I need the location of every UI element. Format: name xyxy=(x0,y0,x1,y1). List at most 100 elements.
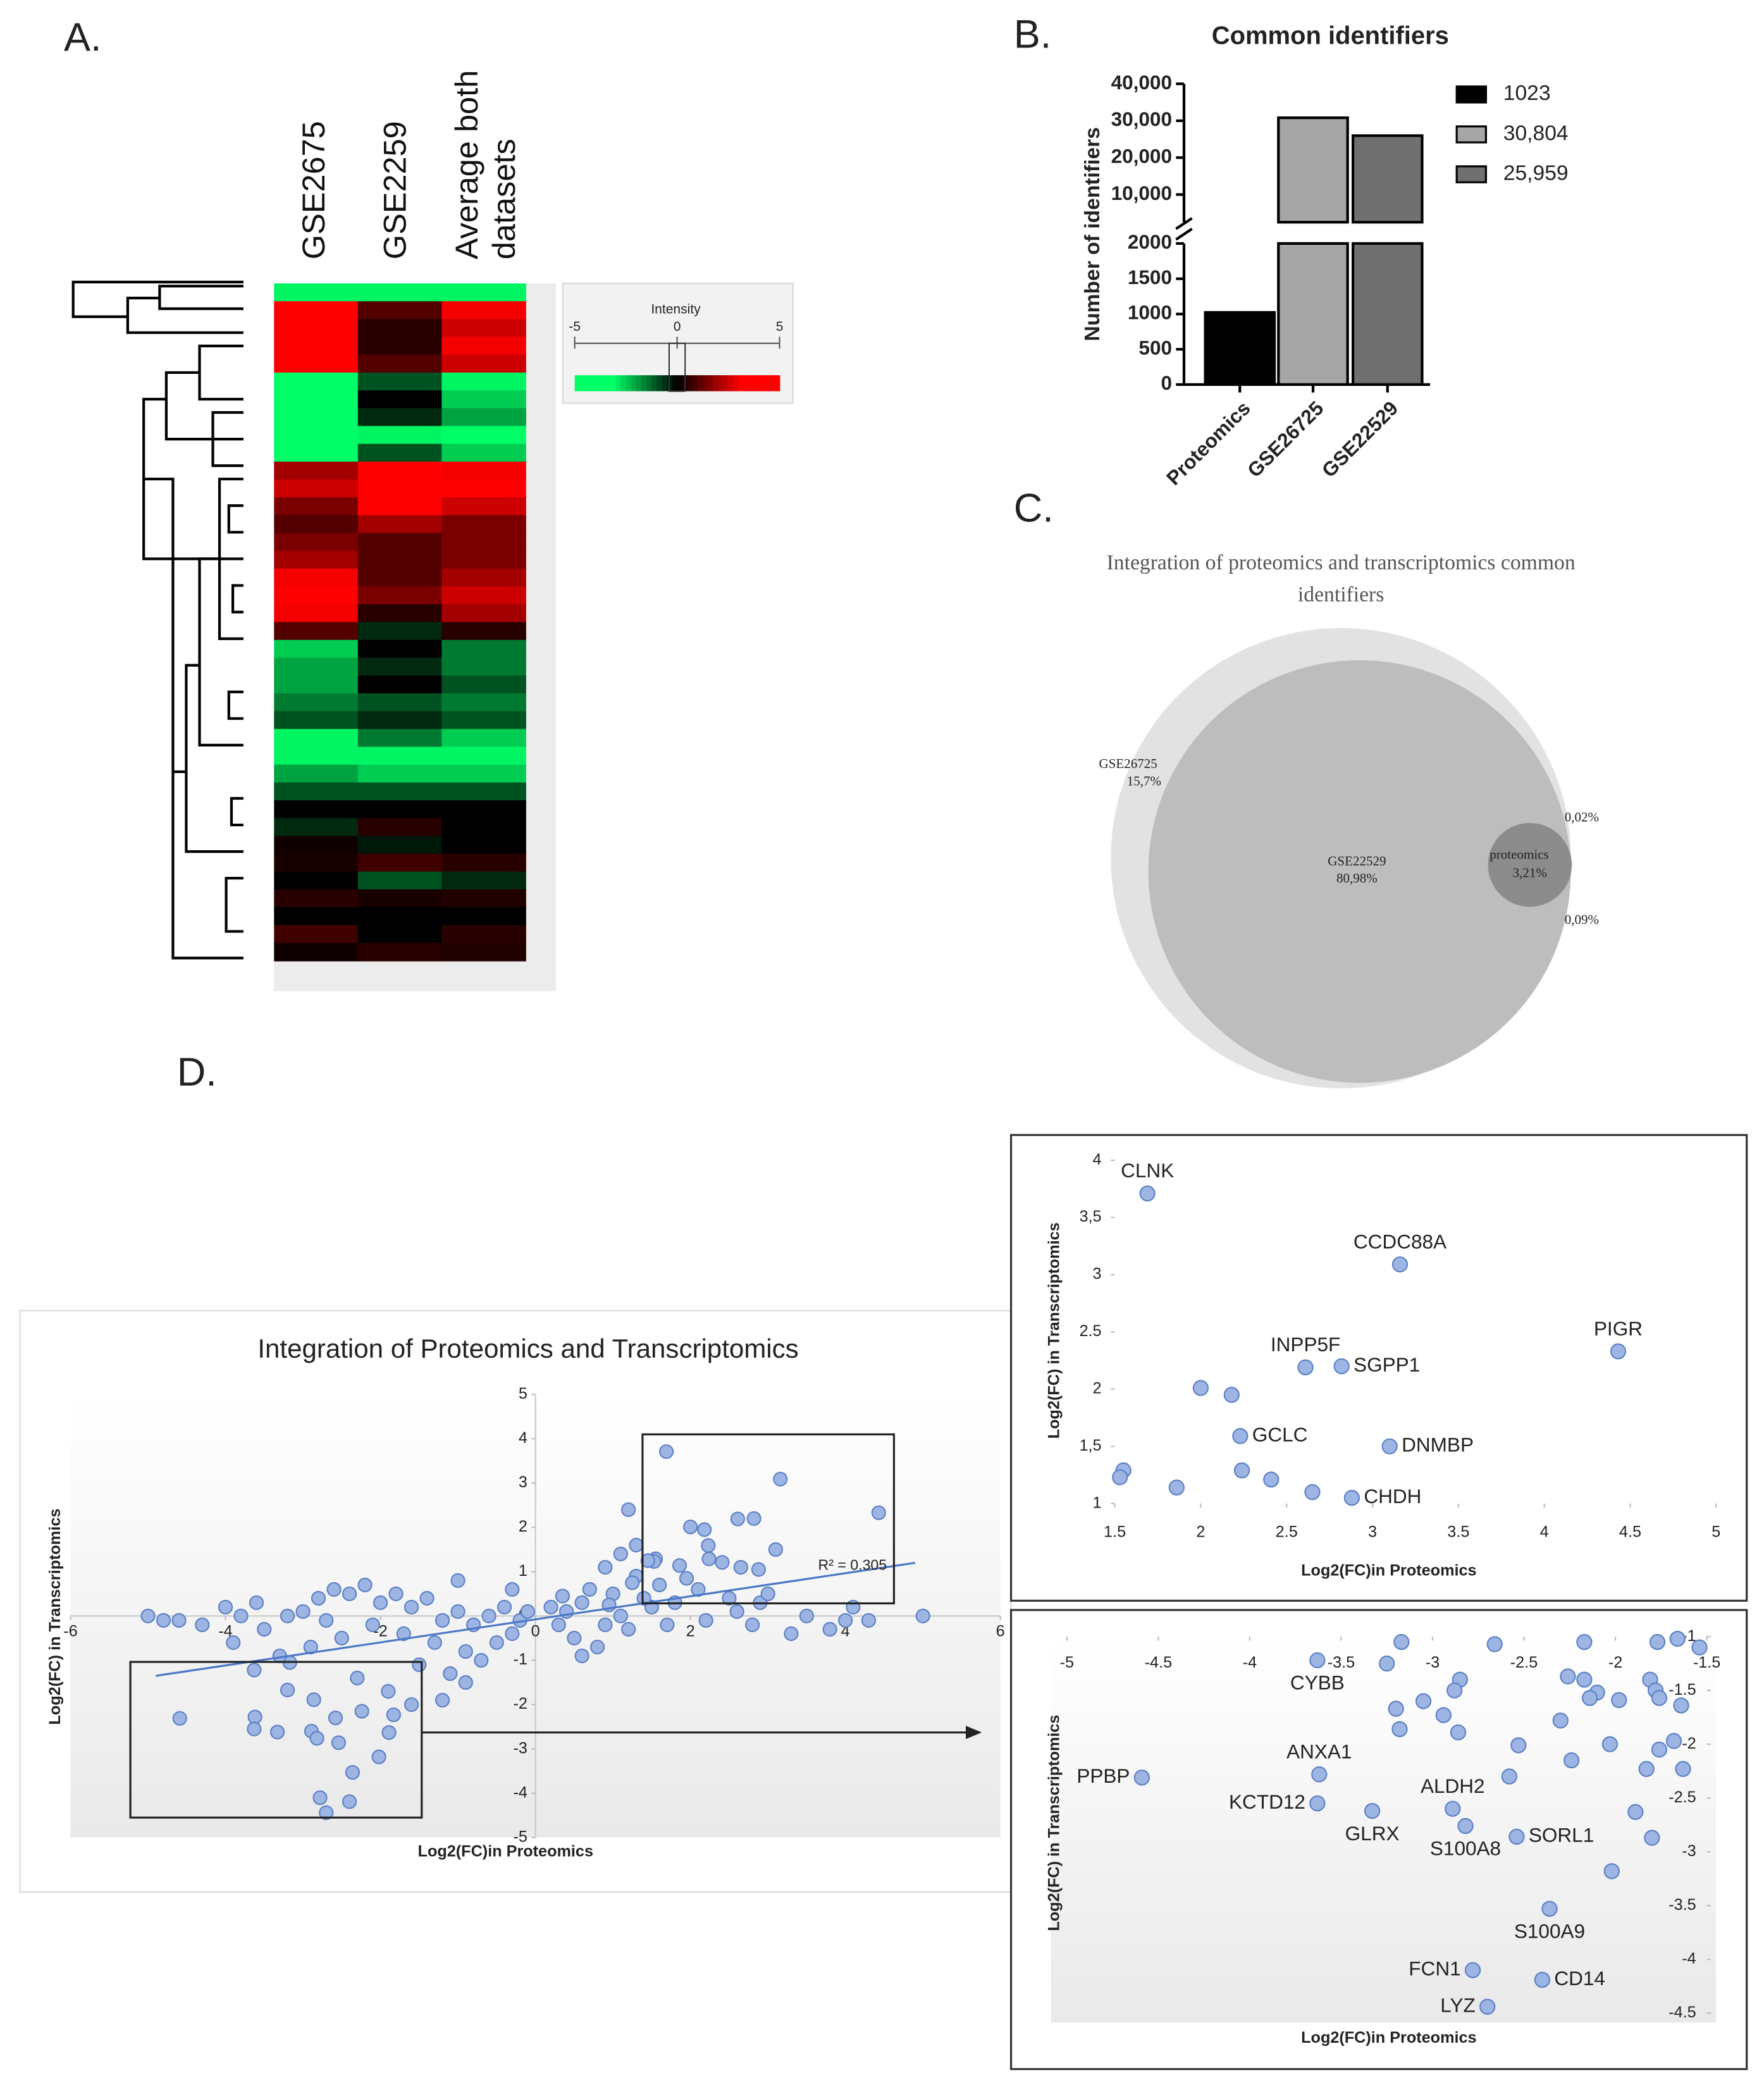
heatmap-cell xyxy=(274,550,359,569)
y-tick-label: -5 xyxy=(514,1828,527,1845)
heatmap-cell xyxy=(274,711,359,730)
heatmap-cell xyxy=(357,372,443,392)
heatmap-cell xyxy=(274,515,359,534)
colorbar-swatch xyxy=(657,375,663,392)
scatter-point xyxy=(613,1546,628,1561)
heatmap-cell xyxy=(357,568,443,588)
heatmap-cell xyxy=(441,622,526,641)
colorbar-swatch xyxy=(769,375,775,392)
scatter-point xyxy=(280,1608,295,1624)
column-label: GSE2675 xyxy=(297,121,333,260)
colorbar-swatch xyxy=(605,375,612,392)
y-tick-label: 4 xyxy=(519,1429,527,1447)
heatmap-cell xyxy=(441,675,526,695)
scatter-point xyxy=(746,1511,762,1526)
point-label: DNMBP xyxy=(1402,1434,1474,1456)
legend-swatch xyxy=(1455,165,1487,183)
heatmap-cell xyxy=(441,853,526,872)
heatmap-cell xyxy=(441,354,526,373)
scatter-point xyxy=(412,1657,427,1673)
colorbar-swatch xyxy=(662,375,668,392)
venn-set xyxy=(1488,822,1572,907)
heatmap-cell xyxy=(357,426,443,445)
scatter-point xyxy=(784,1626,799,1642)
heatmap-cell xyxy=(357,800,443,819)
scatter-point xyxy=(1601,1736,1618,1752)
scatter-point xyxy=(1576,1633,1593,1650)
scatter-point xyxy=(1379,1655,1395,1672)
legend-label: 30,804 xyxy=(1503,121,1569,145)
scatter-point xyxy=(458,1675,473,1690)
scatter-point xyxy=(280,1682,295,1698)
y-tick-label: 1 xyxy=(519,1562,527,1580)
y-tick-label: 20,000 xyxy=(1111,145,1172,168)
scatter-point xyxy=(1232,1428,1249,1444)
heatmap-cell xyxy=(274,907,359,926)
scatter-point xyxy=(247,1721,262,1737)
column-label: GSE2259 xyxy=(378,121,414,260)
colorbar-swatch xyxy=(615,375,622,392)
scatter-point xyxy=(1304,1484,1321,1501)
heatmap-cell xyxy=(274,408,359,427)
heatmap-cell xyxy=(441,764,526,783)
colorbar-swatch xyxy=(697,375,703,392)
heatmap-cell xyxy=(274,443,359,462)
heatmap-cell xyxy=(441,729,526,748)
point-label: SORL1 xyxy=(1529,1824,1594,1847)
heatmap-cell xyxy=(441,301,526,320)
x-tick-label: -3.5 xyxy=(1328,1654,1355,1671)
point-label: GLRX xyxy=(1345,1822,1400,1845)
x-tick-label: 2 xyxy=(686,1622,695,1640)
heatmap-cell xyxy=(274,729,359,748)
x-tick-label: 2.5 xyxy=(1276,1523,1298,1541)
heatmap-cell xyxy=(274,622,359,641)
dendrogram-branch xyxy=(144,478,244,960)
scatter-point xyxy=(861,1613,876,1628)
chart-title: Common identifiers xyxy=(1212,22,1449,49)
y-tick-label: 2.5 xyxy=(1079,1322,1101,1340)
scatter-point xyxy=(1486,1636,1503,1652)
scatter-point xyxy=(799,1608,814,1624)
colorbar-swatch xyxy=(718,375,724,392)
colorbar-swatch xyxy=(748,375,755,392)
heatmap-cell xyxy=(441,443,526,462)
x-tick-label: Proteomics xyxy=(1162,397,1255,490)
colorbar-swatch xyxy=(708,375,714,392)
scatter-point xyxy=(1665,1733,1682,1749)
scatter-point xyxy=(871,1505,886,1520)
scatter-point xyxy=(745,1617,760,1633)
y-tick-label: -4.5 xyxy=(1668,2003,1696,2021)
heatmap-cell xyxy=(357,622,443,641)
x-tick-label: -2 xyxy=(1608,1654,1622,1671)
heatmap-cell xyxy=(274,497,359,516)
colorbar-swatch xyxy=(733,375,739,392)
x-tick-label: 3 xyxy=(1368,1523,1377,1541)
panel-label: B. xyxy=(1014,13,1052,57)
point-label: LYZ xyxy=(1440,1993,1476,2016)
heatmap-cell xyxy=(441,782,526,802)
heatmap-cell xyxy=(357,301,443,320)
legend-swatch xyxy=(1455,85,1487,104)
heatmap-cell xyxy=(357,853,443,872)
scatter-point xyxy=(443,1666,458,1681)
x-tick-label: 2 xyxy=(1196,1523,1205,1541)
colorbar-swatch xyxy=(595,375,601,392)
heatmap-cell xyxy=(357,836,443,855)
scatter-point xyxy=(489,1635,504,1650)
heatmap-cell xyxy=(357,479,443,499)
scatter-point xyxy=(1627,1804,1644,1820)
heatmap-cell xyxy=(274,782,359,802)
heatmap-cell xyxy=(274,675,359,695)
scatter-point xyxy=(218,1599,233,1615)
bar xyxy=(1204,311,1276,386)
heatmap-cell xyxy=(274,800,359,819)
scatter-point xyxy=(1297,1359,1314,1376)
heatmap-cell xyxy=(274,479,359,499)
colorbar-swatch xyxy=(579,375,586,392)
overlap-value: 0,09% xyxy=(1565,912,1599,927)
colorbar-swatch xyxy=(692,375,698,392)
colorbar-swatch xyxy=(713,375,719,392)
colorbar-swatch xyxy=(574,375,581,392)
set-name: proteomics xyxy=(1490,846,1548,862)
